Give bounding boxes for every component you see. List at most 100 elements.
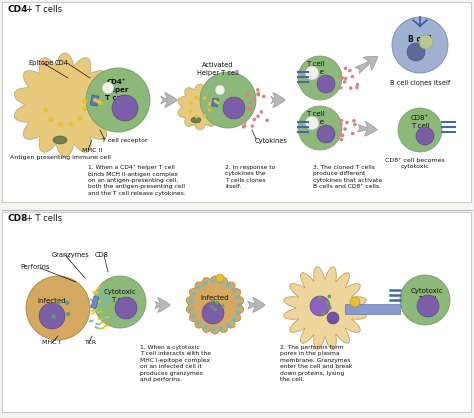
Circle shape: [305, 66, 319, 80]
Bar: [104, 302, 109, 304]
Bar: [104, 324, 109, 328]
Circle shape: [245, 92, 249, 96]
Text: Cytotoxic
T cell: Cytotoxic T cell: [104, 289, 137, 303]
Circle shape: [94, 276, 146, 328]
Circle shape: [102, 82, 114, 94]
Polygon shape: [284, 267, 366, 349]
Circle shape: [305, 116, 319, 130]
Circle shape: [202, 96, 206, 100]
Circle shape: [343, 127, 347, 131]
Bar: [102, 297, 107, 299]
Circle shape: [68, 122, 73, 127]
Circle shape: [215, 301, 219, 305]
Text: 2. The perforins form
pores in the plasma
membrane. Granzymes
enter the cell and: 2. The perforins form pores in the plasm…: [280, 345, 352, 382]
Bar: [105, 316, 110, 319]
Circle shape: [211, 299, 215, 302]
Circle shape: [345, 121, 349, 124]
Circle shape: [99, 101, 103, 105]
Circle shape: [298, 56, 342, 100]
Circle shape: [226, 283, 230, 287]
Bar: [97, 311, 102, 314]
Circle shape: [217, 102, 219, 104]
Bar: [100, 327, 105, 330]
Circle shape: [237, 303, 241, 307]
Text: + T cells: + T cells: [26, 214, 62, 223]
Text: CD4: CD4: [8, 5, 28, 14]
Circle shape: [189, 101, 192, 105]
Text: Perforins: Perforins: [20, 264, 49, 270]
Bar: [94, 307, 99, 311]
Circle shape: [256, 115, 260, 118]
Circle shape: [341, 133, 344, 137]
Bar: [100, 321, 105, 324]
Circle shape: [216, 274, 224, 282]
Bar: [94, 303, 99, 305]
Text: 1. When a CD4⁺ helper T cell
binds MCH II-antigen complex
on an antigen-presenti: 1. When a CD4⁺ helper T cell binds MCH I…: [88, 165, 186, 196]
Circle shape: [223, 97, 245, 119]
Circle shape: [26, 276, 90, 340]
Text: Antigen presenting immune cell: Antigen presenting immune cell: [10, 155, 111, 160]
Circle shape: [343, 80, 346, 84]
Bar: [94, 326, 100, 329]
Circle shape: [243, 124, 246, 128]
Circle shape: [256, 88, 260, 92]
Polygon shape: [178, 84, 222, 130]
Text: T cell
clone: T cell clone: [306, 61, 324, 75]
Circle shape: [189, 299, 193, 303]
Circle shape: [256, 92, 260, 95]
Bar: [91, 299, 97, 303]
Bar: [95, 290, 100, 294]
Text: 2. In response to
cytokines the
T cells clones
itself.: 2. In response to cytokines the T cells …: [225, 165, 275, 189]
Circle shape: [417, 295, 439, 317]
Circle shape: [189, 307, 193, 311]
Circle shape: [82, 107, 87, 112]
Circle shape: [356, 83, 359, 87]
Circle shape: [256, 93, 260, 97]
Circle shape: [340, 76, 344, 80]
Ellipse shape: [191, 117, 201, 123]
Circle shape: [392, 17, 448, 73]
Circle shape: [252, 98, 255, 102]
Circle shape: [215, 85, 225, 95]
Text: + T cells: + T cells: [26, 5, 62, 14]
Circle shape: [351, 132, 355, 135]
Text: Infected
cell: Infected cell: [38, 298, 66, 312]
Text: Granzymes: Granzymes: [52, 252, 90, 258]
Bar: [100, 288, 105, 292]
Bar: [92, 299, 98, 302]
Circle shape: [219, 326, 223, 331]
Circle shape: [326, 301, 329, 305]
Circle shape: [43, 108, 48, 113]
Bar: [103, 293, 109, 298]
Ellipse shape: [53, 136, 67, 144]
Bar: [92, 291, 98, 294]
Circle shape: [95, 99, 99, 103]
Circle shape: [317, 75, 335, 93]
Circle shape: [208, 102, 211, 106]
Circle shape: [197, 285, 201, 290]
Circle shape: [344, 76, 347, 80]
Circle shape: [236, 295, 240, 299]
Circle shape: [246, 107, 250, 110]
Circle shape: [226, 323, 230, 327]
Bar: [345, 304, 400, 314]
Circle shape: [348, 69, 352, 72]
Circle shape: [310, 296, 330, 316]
Circle shape: [338, 134, 342, 138]
Circle shape: [210, 305, 214, 308]
FancyBboxPatch shape: [2, 2, 471, 202]
Text: Activated
Helper T cell: Activated Helper T cell: [197, 62, 239, 76]
Bar: [98, 318, 103, 320]
Text: T cell
clone: T cell clone: [306, 111, 324, 125]
Text: CD8: CD8: [95, 252, 109, 258]
Circle shape: [202, 302, 224, 324]
Circle shape: [259, 110, 263, 114]
Bar: [96, 299, 101, 303]
Bar: [95, 323, 100, 326]
Circle shape: [203, 325, 208, 329]
Circle shape: [195, 115, 198, 118]
Circle shape: [49, 117, 54, 122]
Circle shape: [353, 123, 357, 126]
Circle shape: [298, 106, 342, 150]
Bar: [96, 285, 101, 290]
